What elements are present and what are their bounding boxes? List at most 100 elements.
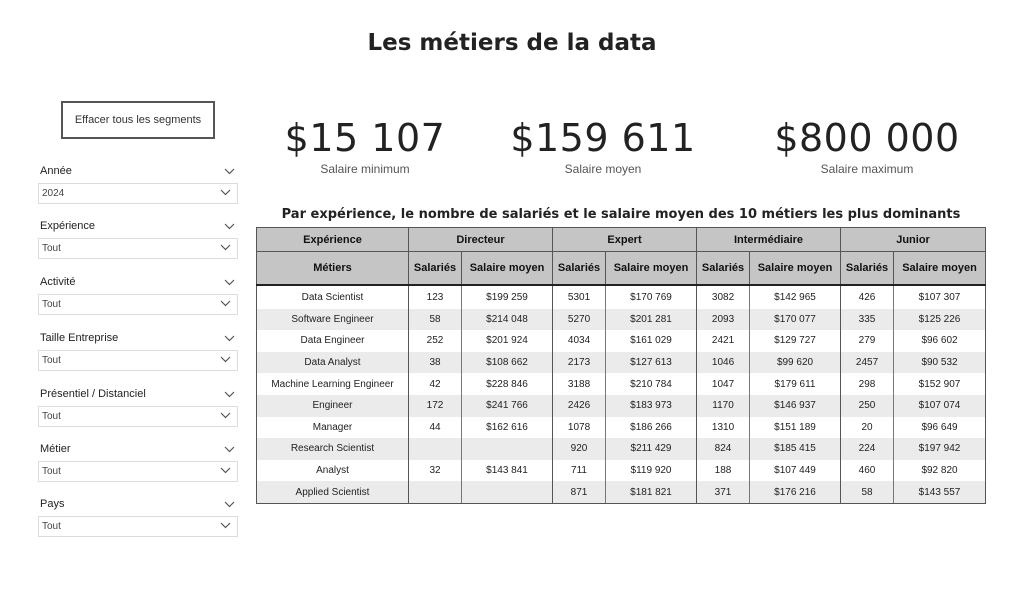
table-cell-salaire-moyen: $186 266 <box>605 416 697 439</box>
chevron-down-icon[interactable] <box>222 444 236 454</box>
header-experience[interactable]: Expérience <box>256 227 409 252</box>
chevron-down-icon <box>220 188 231 199</box>
table-cell-salaries: 250 <box>840 394 894 417</box>
header-group-intermediaire[interactable]: Intermédiaire <box>696 227 842 252</box>
header-salaire-moyen[interactable]: Salaire moyen <box>749 251 842 286</box>
header-salaries[interactable]: Salariés <box>696 251 751 286</box>
table-cell-salaries: 20 <box>840 416 894 439</box>
table-cell-salaire-moyen: $161 029 <box>605 330 697 352</box>
slicer-value: Tout <box>42 299 61 310</box>
header-salaries[interactable]: Salariés <box>552 251 607 286</box>
table-cell-salaire-moyen: $96 602 <box>893 330 987 352</box>
table-cell-salaries: 2173 <box>552 351 606 374</box>
table-cell-salaire-moyen: $210 784 <box>605 373 697 395</box>
kpi-label: Salaire minimum <box>320 162 410 176</box>
table-cell-salaries: 32 <box>408 459 462 482</box>
table-row: Data Engineer 252 $201 924 4034 $161 029 2421… <box>256 330 987 352</box>
header-salaries[interactable]: Salariés <box>840 251 895 286</box>
table-cell-salaries: 824 <box>696 438 750 460</box>
table-cell-salaries: 298 <box>840 373 894 395</box>
table-cell-salaire-moyen: $170 769 <box>605 285 697 309</box>
table-cell-salaries: 1047 <box>696 373 750 395</box>
slicer-label: Activité <box>40 276 76 288</box>
table-cell-salaire-moyen: $152 907 <box>893 373 987 395</box>
table-cell-salaire-moyen: $228 846 <box>460 373 553 395</box>
header-salaries[interactable]: Salariés <box>408 251 462 286</box>
table-cell-salaries: 58 <box>840 481 894 504</box>
table-cell-salaire-moyen: $96 649 <box>893 416 987 439</box>
table-cell-salaire-moyen: $90 532 <box>893 351 987 374</box>
slicer-metier: Métier Tout <box>38 441 238 482</box>
table-cell-salaire-moyen: $92 820 <box>893 459 987 482</box>
table-cell-salaire-moyen: $162 616 <box>460 416 553 439</box>
table-cell-metier: Data Analyst <box>256 351 409 374</box>
slicer-label: Année <box>40 165 72 177</box>
chevron-down-icon <box>220 521 231 532</box>
chevron-down-icon <box>220 466 231 477</box>
slicer-dropdown[interactable]: Tout <box>38 350 238 371</box>
chevron-down-icon[interactable] <box>222 499 236 509</box>
chevron-down-icon[interactable] <box>222 221 236 231</box>
kpi-card-min-salary: $15 107 Salaire minimum <box>262 114 468 176</box>
table-cell-salaries: 1046 <box>696 351 750 374</box>
table-cell-salaire-moyen: $143 841 <box>460 459 553 482</box>
table-cell-salaries: 2421 <box>696 330 750 352</box>
slicer-dropdown[interactable]: Tout <box>38 406 238 427</box>
table-cell-salaire-moyen: $107 307 <box>893 285 987 309</box>
chevron-down-icon <box>220 355 231 366</box>
table-cell-salaire-moyen: $241 766 <box>460 394 553 417</box>
slicer-value: Tout <box>42 243 61 254</box>
table-cell-salaire-moyen: $176 216 <box>749 481 841 504</box>
table-cell-salaries: 224 <box>840 438 894 460</box>
header-group-junior[interactable]: Junior <box>840 227 987 252</box>
header-salaire-moyen[interactable]: Salaire moyen <box>605 251 698 286</box>
kpi-value: $159 611 <box>510 116 696 160</box>
chevron-down-icon <box>220 299 231 310</box>
chevron-down-icon[interactable] <box>222 166 236 176</box>
header-salaire-moyen[interactable]: Salaire moyen <box>460 251 554 286</box>
table-row: Research Scientist 920 $211 429 824 $185 415… <box>256 438 987 460</box>
slicer-dropdown[interactable]: 2024 <box>38 183 238 204</box>
slicer-pays: Pays Tout <box>38 496 238 537</box>
clear-all-slicers-button[interactable]: Effacer tous les segments <box>61 101 215 139</box>
slicer-value: 2024 <box>42 188 65 199</box>
table-cell-salaire-moyen: $201 924 <box>460 330 553 352</box>
slicer-label: Métier <box>40 443 71 455</box>
page-title: Les métiers de la data <box>367 30 657 56</box>
slicer-label: Expérience <box>40 220 96 232</box>
table-row: Data Analyst 38 $108 662 2173 $127 613 1046 $9… <box>256 351 987 374</box>
slicer-dropdown[interactable]: Tout <box>38 516 238 537</box>
chevron-down-icon <box>220 243 231 254</box>
table-cell-metier: Manager <box>256 416 409 439</box>
table-cell-salaries: 44 <box>408 416 462 439</box>
kpi-card-avg-salary: $159 611 Salaire moyen <box>490 114 716 176</box>
table-cell-salaire-moyen: $197 942 <box>893 438 987 460</box>
header-salaire-moyen[interactable]: Salaire moyen <box>893 251 987 286</box>
kpi-label: Salaire moyen <box>564 162 642 176</box>
table-cell-salaries: 1078 <box>552 416 606 439</box>
table-cell-metier: Data Scientist <box>256 285 409 309</box>
table-cell-salaries: 871 <box>552 481 606 504</box>
slicer-label: Présentiel / Distanciel <box>40 388 146 400</box>
chevron-down-icon[interactable] <box>222 333 236 343</box>
table-cell-salaire-moyen: $170 077 <box>749 308 841 331</box>
table-cell-salaries: 426 <box>840 285 894 309</box>
slicer-dropdown[interactable]: Tout <box>38 294 238 315</box>
header-group-directeur[interactable]: Directeur <box>407 227 554 252</box>
slicer-dropdown[interactable]: Tout <box>38 461 238 482</box>
table-cell-salaries <box>408 438 462 460</box>
header-metiers[interactable]: Métiers <box>256 251 409 286</box>
table-cell-salaries: 460 <box>840 459 894 482</box>
kpi-card-max-salary: $800 000 Salaire maximum <box>752 114 982 176</box>
slicer-dropdown[interactable]: Tout <box>38 238 238 259</box>
chevron-down-icon[interactable] <box>222 389 236 399</box>
table-row: Manager 44 $162 616 1078 $186 266 1310 $151 18… <box>256 416 987 439</box>
table-row: Applied Scientist 871 $181 821 371 $176 216 5… <box>256 481 987 504</box>
table-cell-metier: Data Engineer <box>256 330 409 352</box>
table-cell-salaries: 4034 <box>552 330 606 352</box>
header-group-expert[interactable]: Expert <box>552 227 698 252</box>
chevron-down-icon[interactable] <box>222 277 236 287</box>
slicer-taille-entreprise: Taille Entreprise Tout <box>38 330 238 371</box>
slicer-experience: Expérience Tout <box>38 218 238 259</box>
table-cell-salaire-moyen: $201 281 <box>605 308 697 331</box>
